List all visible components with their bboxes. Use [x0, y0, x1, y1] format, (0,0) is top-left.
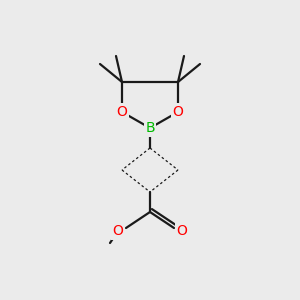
Text: O: O — [117, 105, 128, 119]
Text: O: O — [112, 224, 123, 238]
Text: O: O — [177, 224, 188, 238]
Text: O: O — [172, 105, 183, 119]
Text: B: B — [145, 121, 155, 135]
